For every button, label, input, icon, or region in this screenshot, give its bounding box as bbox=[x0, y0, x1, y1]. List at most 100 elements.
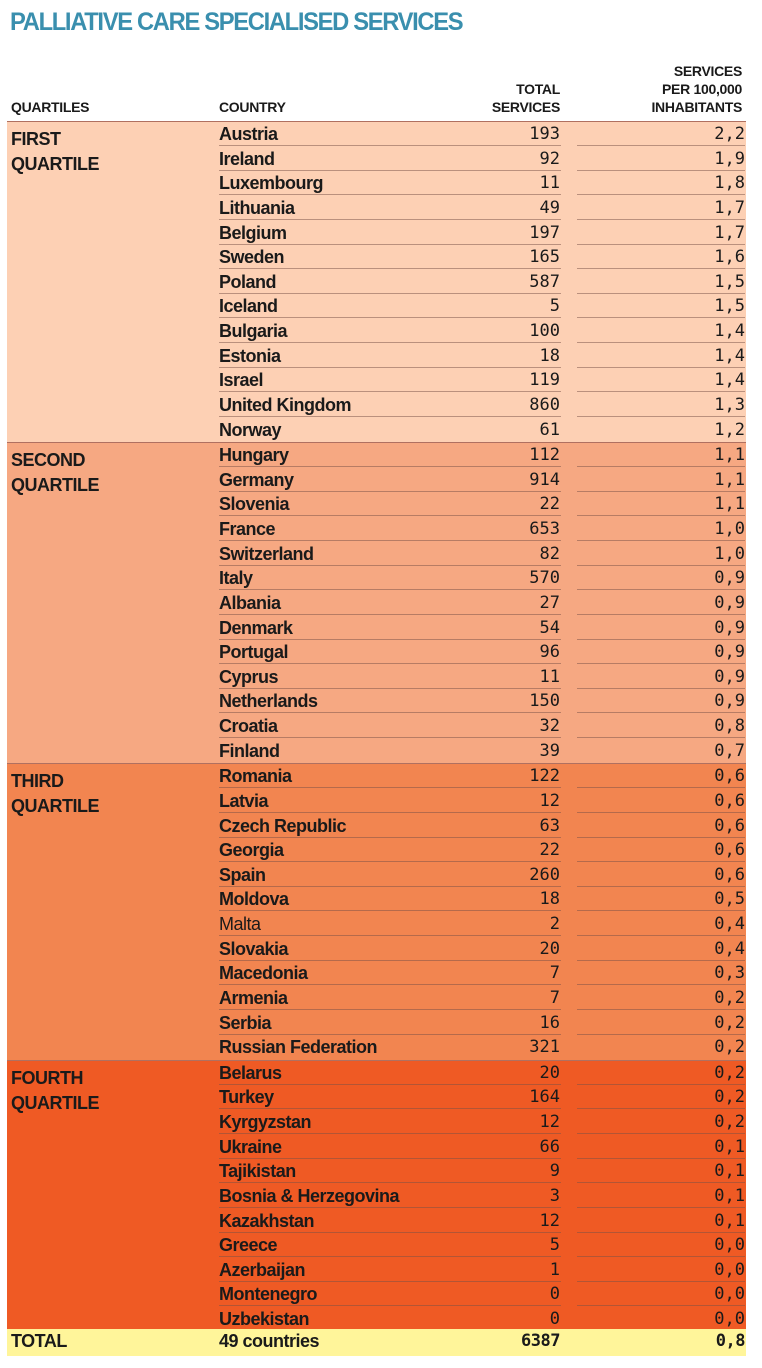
country-name: Estonia bbox=[219, 345, 281, 366]
total-services-cell: 653 bbox=[529, 519, 560, 539]
country-name: Slovenia bbox=[219, 494, 290, 515]
country-cell: Montenegro bbox=[219, 1282, 561, 1307]
total-services-cell: 164 bbox=[529, 1087, 560, 1108]
per-100000-cell: 1,3 bbox=[577, 393, 745, 417]
total-services-cell: 20 bbox=[539, 938, 560, 959]
per-100000-cell: 0,5 bbox=[577, 887, 745, 912]
table-row: Moldova 18 0,5 bbox=[7, 887, 746, 912]
country-name: Bulgaria bbox=[219, 321, 288, 341]
quartile-label: THIRD QUARTILE bbox=[11, 769, 100, 819]
total-services-cell: 39 bbox=[539, 740, 560, 761]
country-cell: Norway bbox=[219, 418, 561, 441]
country-cell: Poland bbox=[219, 270, 561, 294]
country-cell: United Kingdom bbox=[219, 393, 561, 417]
country-name: Malta bbox=[219, 914, 261, 934]
country-name: Croatia bbox=[219, 716, 278, 736]
per-100000-cell: 0,0 bbox=[714, 1309, 745, 1329]
country-cell: Albania bbox=[219, 591, 561, 615]
country-cell: Iceland bbox=[219, 294, 561, 319]
total-services-cell: 570 bbox=[529, 568, 560, 589]
country-cell: Czech Republic bbox=[219, 814, 561, 838]
country-cell: Portugal bbox=[219, 640, 561, 665]
quartile-label: FIRST QUARTILE bbox=[11, 127, 100, 177]
total-services-cell: 914 bbox=[529, 469, 560, 490]
per-100000-cell: 0,0 bbox=[577, 1282, 745, 1307]
country-name: Ukraine bbox=[219, 1136, 282, 1157]
table-row: Norway 61 1,2 bbox=[7, 418, 746, 443]
country-name: Portugal bbox=[219, 642, 289, 663]
table-row: Spain 260 0,6 bbox=[7, 863, 746, 888]
total-services-cell: 20 bbox=[539, 1062, 560, 1083]
table-row: Luxembourg 11 1,8 bbox=[7, 171, 746, 196]
table-row: Albania 27 0,9 bbox=[7, 591, 746, 616]
total-services-cell: 61 bbox=[539, 419, 560, 440]
total-services-cell: 7 bbox=[549, 987, 560, 1008]
country-name: Montenegro bbox=[219, 1284, 318, 1305]
total-services-cell: 197 bbox=[529, 222, 560, 243]
total-per-100000: 0,8 bbox=[715, 1331, 746, 1351]
per-100000-cell: 1,4 bbox=[577, 319, 745, 343]
per-100000-cell: 0,8 bbox=[577, 714, 745, 738]
table-row: Greece 5 0,0 bbox=[7, 1233, 746, 1258]
quartile-label-line2: QUARTILE bbox=[11, 154, 100, 174]
country-cell: Austria bbox=[219, 122, 561, 146]
per-100000-cell: 1,6 bbox=[577, 245, 745, 270]
per-100000-cell: 0,7 bbox=[714, 740, 745, 761]
table-row: Georgia 22 0,6 bbox=[7, 838, 746, 863]
total-services-cell: 587 bbox=[529, 271, 560, 292]
country-cell: Greece bbox=[219, 1233, 561, 1258]
per-100000-cell: 0,2 bbox=[577, 1085, 745, 1110]
per-100000-cell: 1,1 bbox=[577, 468, 745, 492]
table-row: Portugal 96 0,9 bbox=[7, 640, 746, 665]
table-row: Switzerland 82 1,0 bbox=[7, 542, 746, 567]
table-row: Azerbaijan 1 0,0 bbox=[7, 1258, 746, 1283]
country-cell: Slovenia bbox=[219, 492, 561, 517]
country-cell: Kyrgyzstan bbox=[219, 1110, 561, 1134]
per-100000-cell: 0,1 bbox=[577, 1159, 745, 1184]
per-100000-cell: 0,9 bbox=[577, 591, 745, 615]
per-100000-cell: 1,9 bbox=[577, 147, 745, 171]
table-row: Bosnia & Herzegovina 3 0,1 bbox=[7, 1184, 746, 1209]
country-name: Albania bbox=[219, 592, 281, 613]
quartile-label-line2: QUARTILE bbox=[11, 475, 100, 496]
country-cell: Slovakia bbox=[219, 937, 561, 961]
per-100000-cell: 1,7 bbox=[577, 196, 745, 220]
table-row: Belgium 197 1,7 bbox=[7, 221, 746, 246]
country-name: Belgium bbox=[219, 222, 287, 243]
total-services-cell: 0 bbox=[549, 1284, 560, 1305]
country-name: Serbia bbox=[219, 1012, 272, 1033]
per-100000-cell: 0,6 bbox=[577, 764, 745, 789]
country-name: Spain bbox=[219, 864, 266, 885]
per-100000-cell: 0,6 bbox=[577, 863, 745, 887]
country-cell: Turkey bbox=[219, 1085, 561, 1110]
per-100000-cell: 1,8 bbox=[577, 171, 745, 196]
country-cell: Azerbaijan bbox=[219, 1258, 561, 1282]
table-row: Macedonia 7 0,3 bbox=[7, 961, 746, 986]
table-row: Kyrgyzstan 12 0,2 bbox=[7, 1110, 746, 1135]
country-name: Cyprus bbox=[219, 666, 279, 687]
table-row: Poland 587 1,5 bbox=[7, 270, 746, 295]
country-cell: Spain bbox=[219, 863, 561, 887]
per-100000-cell: 0,9 bbox=[577, 665, 745, 689]
total-services-cell: 96 bbox=[539, 642, 560, 663]
total-services-cell: 165 bbox=[529, 247, 560, 268]
quartile-group: THIRD QUARTILE Romania 122 0,6 Latvia 12 0,6 Cze… bbox=[7, 763, 746, 1060]
country-name: Turkey bbox=[219, 1087, 274, 1108]
per-100000-cell: 1,1 bbox=[577, 443, 745, 468]
per-100000-cell: 1,0 bbox=[577, 517, 745, 541]
per-100000-cell: 0,3 bbox=[577, 961, 745, 986]
country-name: France bbox=[219, 519, 276, 539]
table-row: Uzbekistan 0 0,0 bbox=[7, 1307, 746, 1332]
total-services-cell: 12 bbox=[539, 1210, 560, 1231]
header-total-line1: TOTAL bbox=[516, 81, 560, 97]
country-name: Czech Republic bbox=[219, 815, 347, 836]
per-100000-cell: 0,1 bbox=[577, 1209, 745, 1233]
per-100000-cell: 1,5 bbox=[577, 294, 745, 319]
total-services-cell: 11 bbox=[539, 666, 560, 687]
country-name: Finland bbox=[219, 740, 280, 761]
country-name: Luxembourg bbox=[219, 173, 324, 194]
country-name: Romania bbox=[219, 766, 292, 787]
per-100000-cell: 1,7 bbox=[577, 221, 745, 245]
table-row: Latvia 12 0,6 bbox=[7, 789, 746, 814]
country-name: Slovakia bbox=[219, 938, 289, 959]
